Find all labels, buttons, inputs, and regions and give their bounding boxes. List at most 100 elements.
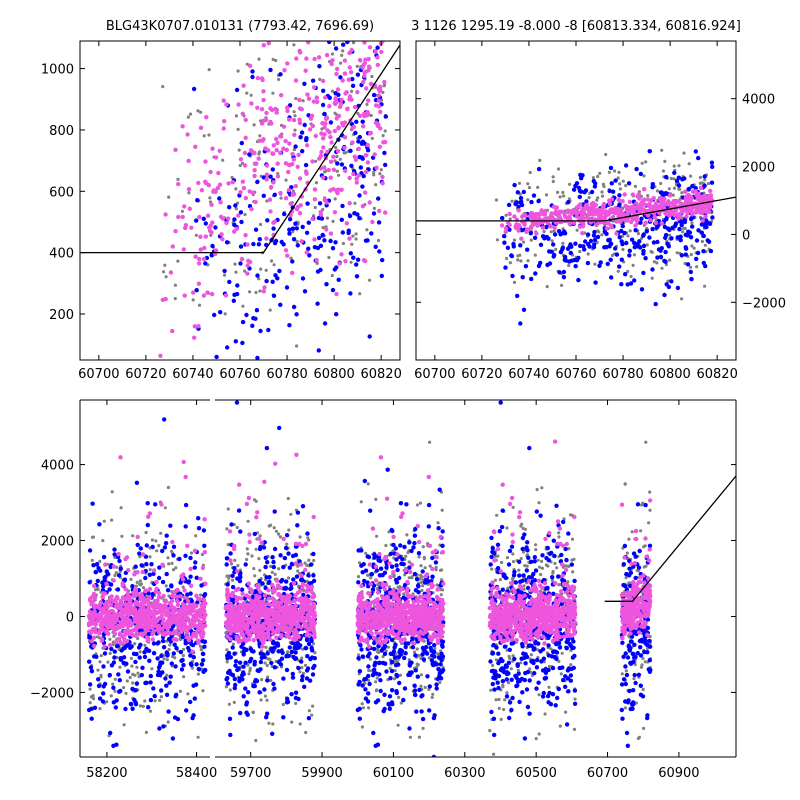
pink-point [252,150,257,156]
blue-point [147,631,152,637]
gray-point [698,181,702,185]
blue-point [328,238,333,244]
blue-point [545,262,550,268]
pink-point [297,211,303,216]
pink-point [242,150,248,156]
blue-point [291,654,296,660]
gray-point [166,556,170,560]
gray-point [330,273,334,278]
gray-point [254,499,258,503]
blue-point [625,282,630,287]
pink-point [227,606,233,612]
blue-point [571,187,577,192]
pink-point [236,639,241,644]
blue-point [188,653,193,658]
pink-point [636,192,641,197]
gray-point [225,574,229,578]
blue-point [101,584,106,589]
pink-point [286,630,292,635]
blue-point [113,705,119,710]
blue-point [710,215,715,220]
blue-point [335,161,340,166]
gray-point [254,547,258,551]
blue-point [316,348,321,353]
gray-point [330,89,335,93]
y-tick-label: 2000 [742,161,775,176]
gray-point [155,549,159,553]
blue-point [241,694,246,699]
blue-point [287,645,292,650]
pink-point [271,143,276,148]
blue-point [298,135,303,140]
pink-point [577,224,583,229]
blue-point [360,184,365,189]
gray-point [318,77,322,81]
pink-point [234,226,240,231]
pink-point [281,536,286,542]
blue-point [181,662,186,668]
blue-point [591,244,597,250]
blue-point [128,702,134,707]
blue-point [301,592,306,597]
blue-point [111,700,117,705]
pink-point [579,212,585,218]
pink-point [707,195,713,200]
blue-point [272,192,277,197]
blue-point [192,696,197,701]
gray-point [225,660,229,664]
gray-point [96,587,100,592]
gray-point [617,170,621,174]
pink-point [587,210,592,215]
pink-point [520,214,525,219]
blue-point [238,244,244,249]
pink-point [188,618,193,624]
pink-point [176,214,181,220]
gray-point [671,193,675,197]
blue-point [270,167,275,172]
pink-point [194,603,199,609]
pink-point [364,169,369,175]
pink-point [330,58,335,63]
pink-point [259,107,265,112]
right-panel-title: 3 1126 1295.19 -8.000 -8 [60813.334, 608… [411,19,741,34]
pink-point [295,164,300,169]
blue-point [271,681,276,687]
pink-point [90,616,95,621]
pink-point [290,161,295,167]
blue-point [377,249,382,254]
pink-point [261,97,266,103]
blue-point [638,171,643,177]
gray-point [301,647,305,651]
gray-point [181,585,185,589]
blue-point [351,255,356,260]
pink-point [324,52,330,58]
gray-point [558,195,562,199]
pink-point [352,154,357,159]
blue-point [365,238,370,243]
blue-point [243,562,248,567]
pink-point [675,199,680,204]
pink-point [131,590,136,595]
gray-point [259,222,263,227]
pink-point [375,62,380,68]
pink-point [516,228,521,233]
pink-point [630,192,636,197]
pink-point [209,291,215,297]
blue-point [702,174,707,179]
blue-point [237,679,242,684]
pink-point [285,105,290,110]
blue-point [109,646,114,652]
blue-point [576,277,581,283]
blue-point [258,651,263,656]
blue-point [218,310,223,315]
gray-point [118,665,122,669]
blue-point [279,239,284,245]
pink-point [196,180,201,186]
blue-point [531,193,537,198]
pink-point [178,594,183,599]
pink-point [149,619,154,624]
blue-point [340,230,345,235]
pink-point [145,628,150,633]
blue-point [250,323,255,328]
gray-point [225,648,229,652]
